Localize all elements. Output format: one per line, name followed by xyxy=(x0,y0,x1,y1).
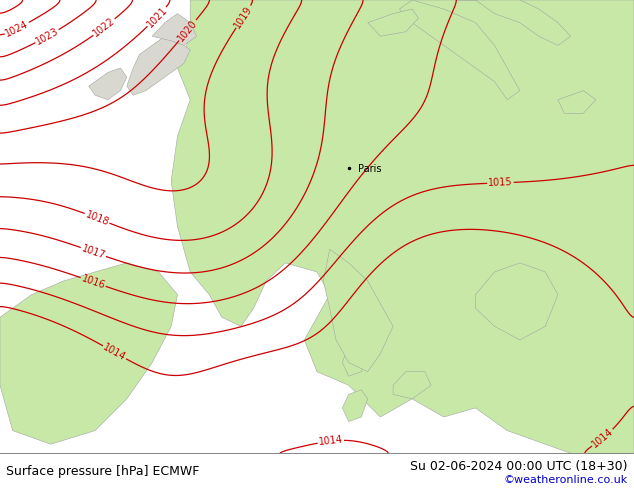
Polygon shape xyxy=(558,91,596,113)
Polygon shape xyxy=(323,249,393,371)
Polygon shape xyxy=(127,36,190,95)
Polygon shape xyxy=(152,14,197,46)
Text: ©weatheronline.co.uk: ©weatheronline.co.uk xyxy=(503,475,628,485)
Text: 1019: 1019 xyxy=(233,4,254,30)
Polygon shape xyxy=(171,0,634,453)
Polygon shape xyxy=(399,0,520,100)
Text: 1022: 1022 xyxy=(91,16,117,39)
Text: 1021: 1021 xyxy=(145,4,169,29)
Text: 1014: 1014 xyxy=(590,426,616,450)
Text: 1015: 1015 xyxy=(488,177,513,188)
Text: 1024: 1024 xyxy=(4,19,30,38)
Text: Paris: Paris xyxy=(358,164,382,174)
Polygon shape xyxy=(456,0,571,46)
Text: 1016: 1016 xyxy=(80,273,107,291)
Text: 1014: 1014 xyxy=(101,342,127,363)
Polygon shape xyxy=(89,68,127,100)
Polygon shape xyxy=(476,263,558,340)
Text: Surface pressure [hPa] ECMWF: Surface pressure [hPa] ECMWF xyxy=(6,465,200,478)
Text: 1018: 1018 xyxy=(84,209,110,227)
Polygon shape xyxy=(393,371,431,399)
Polygon shape xyxy=(368,9,418,36)
Text: 1020: 1020 xyxy=(176,18,199,43)
Polygon shape xyxy=(342,390,368,421)
Polygon shape xyxy=(0,263,178,444)
Polygon shape xyxy=(342,340,368,376)
Text: 1014: 1014 xyxy=(318,435,344,447)
Text: Su 02-06-2024 00:00 UTC (18+30): Su 02-06-2024 00:00 UTC (18+30) xyxy=(410,460,628,473)
Text: 1017: 1017 xyxy=(80,243,107,261)
Text: 1023: 1023 xyxy=(34,26,60,47)
